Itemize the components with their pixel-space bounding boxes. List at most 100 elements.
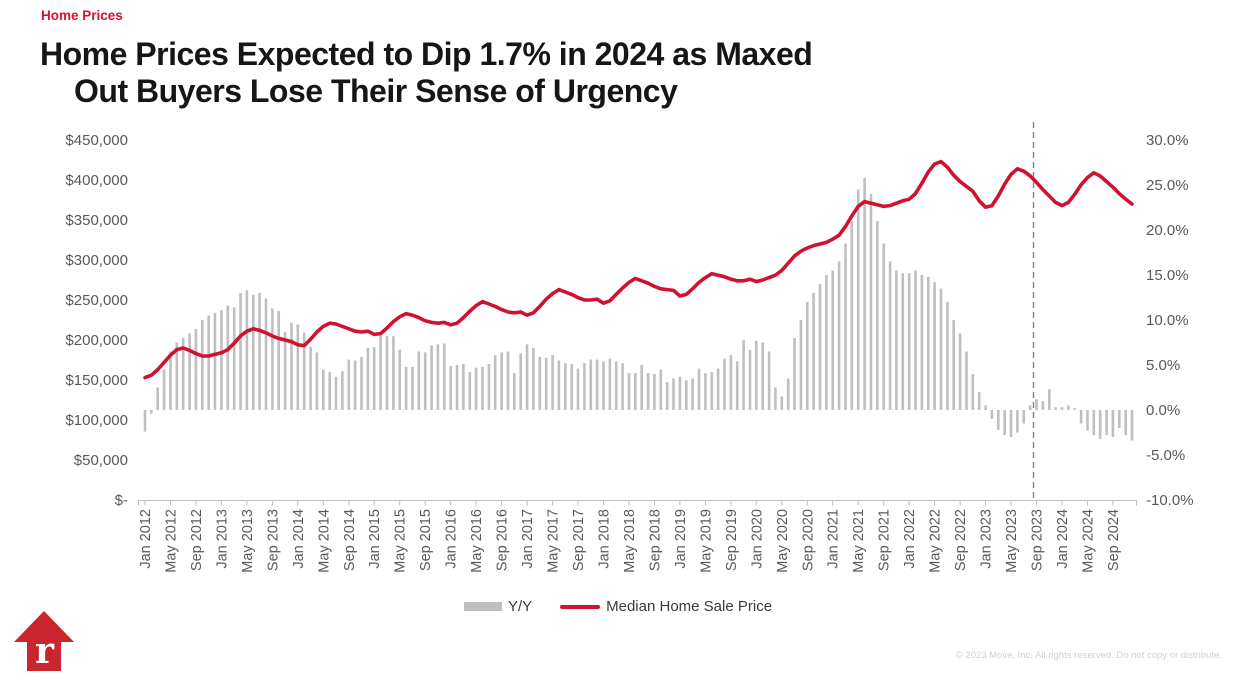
x-axis-label: May 2023 (1004, 509, 1020, 573)
x-axis-label: Jan 2019 (673, 509, 689, 569)
legend-label-yoy: Y/Y (507, 598, 533, 615)
x-axis-label: Sep 2013 (265, 509, 281, 571)
yoy-bar (175, 342, 179, 410)
right-axis-label: -5.0% (1146, 447, 1185, 464)
left-axis-label: $350,000 (65, 212, 128, 229)
yoy-bar (621, 363, 624, 410)
logo-body (27, 640, 61, 671)
y-axis-left-labels: $450,000 $400,000 $350,000 $300,000 $250,000… (65, 132, 128, 509)
yoy-bar (755, 340, 758, 410)
yoy-bar (646, 373, 650, 410)
yoy-bar (1086, 410, 1089, 431)
yoy-bar (353, 360, 357, 410)
x-axis-label: Jan 2017 (520, 509, 536, 569)
x-axis-label: Sep 2023 (1030, 509, 1046, 571)
yoy-bar (831, 270, 834, 410)
yoy-bar (328, 372, 331, 410)
yoy-bar (793, 338, 796, 410)
yoy-bar (748, 349, 752, 410)
yoy-bar (207, 315, 210, 410)
yoy-bar (315, 352, 319, 410)
right-axis-label: 25.0% (1146, 177, 1189, 194)
yoy-bar (372, 347, 376, 410)
x-axis-label: Sep 2014 (342, 509, 358, 571)
yoy-bar (213, 312, 217, 410)
yoy-bar (506, 351, 510, 410)
yoy-bar (544, 357, 548, 410)
x-axis-label: Sep 2020 (800, 509, 816, 571)
yoy-bar (997, 410, 1000, 430)
yoy-bar (1028, 405, 1032, 410)
yoy-bar (493, 355, 497, 410)
yoy-bar (1035, 399, 1038, 410)
x-axis-label: Jan 2015 (367, 509, 383, 569)
yoy-bar (252, 294, 255, 410)
yoy-bar (653, 374, 656, 410)
yoy-bar (538, 356, 542, 410)
x-axis-label: Jan 2021 (826, 509, 842, 569)
yoy-bar (583, 363, 586, 410)
yoy-bar (1111, 410, 1115, 437)
yoy-bar (423, 352, 427, 410)
yoy-bar (977, 392, 981, 410)
yoy-bar (640, 365, 643, 410)
yoy-bar (1009, 410, 1013, 437)
yoy-bar (876, 221, 879, 410)
yoy-bar (551, 355, 554, 410)
yoy-bar (971, 374, 975, 410)
yoy-bar (462, 364, 465, 410)
yoy-bar (856, 189, 860, 410)
x-axis-label: Jan 2024 (1055, 509, 1071, 569)
yoy-bar (710, 372, 714, 410)
yoy-bar (564, 363, 567, 410)
x-axis-label: May 2021 (851, 509, 867, 573)
yoy-bar (239, 293, 242, 410)
median-price-line (143, 159, 1134, 380)
yoy-bar (672, 378, 675, 410)
left-axis-label: $150,000 (65, 372, 128, 389)
yoy-bar (500, 352, 503, 410)
yoy-bar (220, 310, 223, 410)
x-axis-label: Jan 2022 (902, 509, 918, 569)
x-axis-label: May 2013 (240, 509, 256, 573)
x-axis-label: May 2019 (698, 509, 714, 573)
yoy-bar (837, 261, 841, 410)
yoy-bar (825, 275, 828, 410)
yoy-bar (589, 359, 593, 410)
yoy-bar (557, 360, 561, 410)
yoy-bar (232, 307, 236, 410)
yoy-bar (411, 366, 414, 410)
left-axis-label: $400,000 (65, 172, 128, 189)
yoy-bar (742, 339, 745, 410)
yoy-bar (532, 347, 535, 410)
yoy-bar (455, 365, 459, 410)
left-axis-label: $250,000 (65, 292, 128, 309)
right-axis-label: 30.0% (1146, 132, 1189, 149)
x-axis-label: Jan 2018 (597, 509, 613, 569)
x-axis-label: Sep 2017 (571, 509, 587, 571)
yoy-bar (309, 347, 312, 410)
yoy-bar (576, 368, 580, 410)
yoy-bar (965, 351, 968, 410)
line-swatch-icon (560, 604, 601, 609)
yoy-bar (685, 380, 688, 410)
yoy-bar (201, 320, 204, 410)
title-line-2: Out Buyers Lose Their Sense of Urgency (74, 73, 678, 110)
yoy-bar (627, 373, 631, 410)
yoy-bar (806, 302, 809, 410)
yoy-bar (691, 378, 694, 410)
yoy-bar (1118, 410, 1121, 428)
yoy-bar (844, 243, 847, 410)
x-axis-label: Sep 2015 (418, 509, 434, 571)
left-axis-label: $100,000 (65, 412, 128, 429)
yoy-bar (290, 322, 293, 410)
yoy-bar (468, 372, 472, 410)
yoy-bar (614, 361, 618, 410)
x-axis-label: Sep 2016 (495, 509, 511, 571)
yoy-bar (1079, 410, 1083, 424)
yoy-bar (277, 311, 280, 410)
yoy-bar (907, 273, 911, 410)
left-axis-label: $300,000 (65, 252, 128, 269)
x-axis-label: Jan 2023 (979, 509, 995, 569)
